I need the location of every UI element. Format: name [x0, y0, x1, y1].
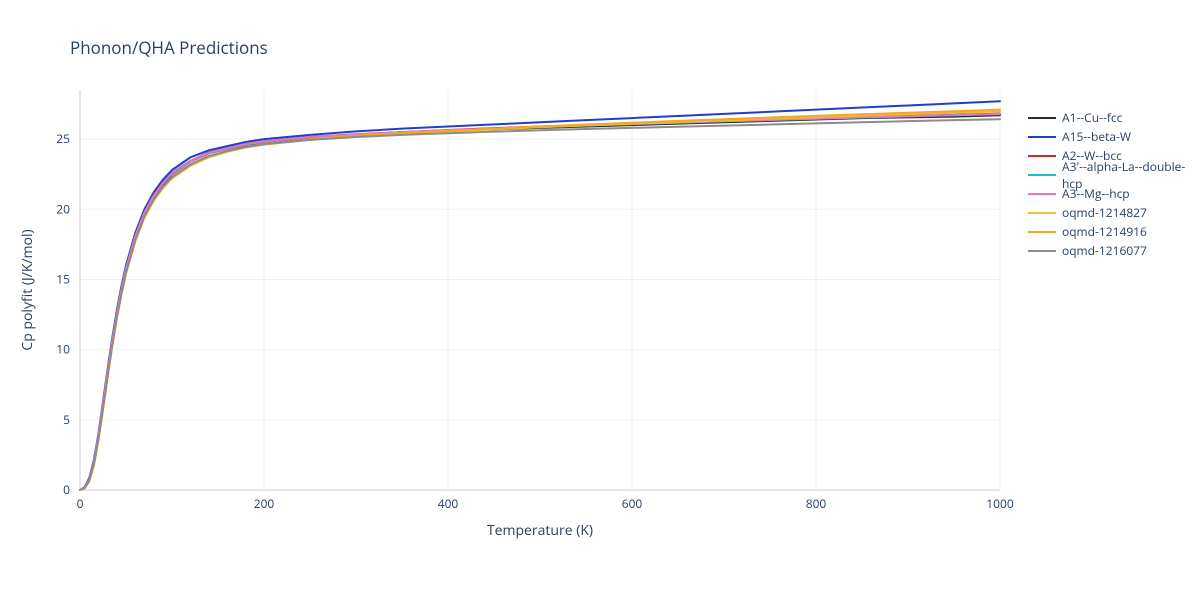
- y-tick-label: 5: [63, 411, 70, 428]
- chart-legend: A1--Cu--fccA15--beta-WA2--W--bccA3'--alp…: [1028, 108, 1200, 260]
- legend-swatch: [1028, 193, 1056, 195]
- legend-swatch: [1028, 174, 1056, 176]
- legend-item[interactable]: A15--beta-W: [1028, 127, 1200, 146]
- legend-swatch: [1028, 231, 1056, 233]
- legend-swatch: [1028, 212, 1056, 214]
- legend-label: A15--beta-W: [1062, 128, 1131, 145]
- legend-item[interactable]: A1--Cu--fcc: [1028, 108, 1200, 127]
- x-tick-label: 400: [438, 495, 459, 512]
- legend-label: oqmd-1214827: [1062, 204, 1147, 221]
- x-tick-label: 1000: [986, 495, 1014, 512]
- chart-container: { "chart": { "type": "line", "title": "P…: [0, 0, 1200, 600]
- x-tick-label: 800: [806, 495, 827, 512]
- x-tick-label: 600: [622, 495, 643, 512]
- x-tick-label: 0: [77, 495, 84, 512]
- legend-label: oqmd-1214916: [1062, 223, 1147, 240]
- legend-swatch: [1028, 250, 1056, 252]
- legend-item[interactable]: A3'--alpha-La--double-hcp: [1028, 165, 1200, 184]
- chart-svg: 0 200 400 600 800 1000 0 5 10 15 20 25 Temperature (…: [0, 0, 1200, 600]
- x-tick-label: 200: [254, 495, 275, 512]
- y-tick-label: 15: [56, 270, 70, 287]
- legend-label: oqmd-1216077: [1062, 242, 1147, 259]
- legend-item[interactable]: oqmd-1214916: [1028, 222, 1200, 241]
- legend-swatch: [1028, 136, 1056, 138]
- y-tick-label: 25: [56, 130, 70, 147]
- y-tick-label: 10: [56, 341, 70, 358]
- legend-swatch: [1028, 155, 1056, 157]
- y-tick-label: 20: [56, 200, 70, 217]
- x-axis-title: Temperature (K): [487, 521, 593, 540]
- legend-swatch: [1028, 117, 1056, 119]
- legend-label: A1--Cu--fcc: [1062, 109, 1122, 126]
- legend-label: A3--Mg--hcp: [1062, 185, 1130, 202]
- legend-item[interactable]: oqmd-1214827: [1028, 203, 1200, 222]
- y-axis-title: Cp polyfit (J/K/mol): [18, 229, 37, 350]
- y-tick-label: 0: [63, 481, 70, 498]
- legend-item[interactable]: oqmd-1216077: [1028, 241, 1200, 260]
